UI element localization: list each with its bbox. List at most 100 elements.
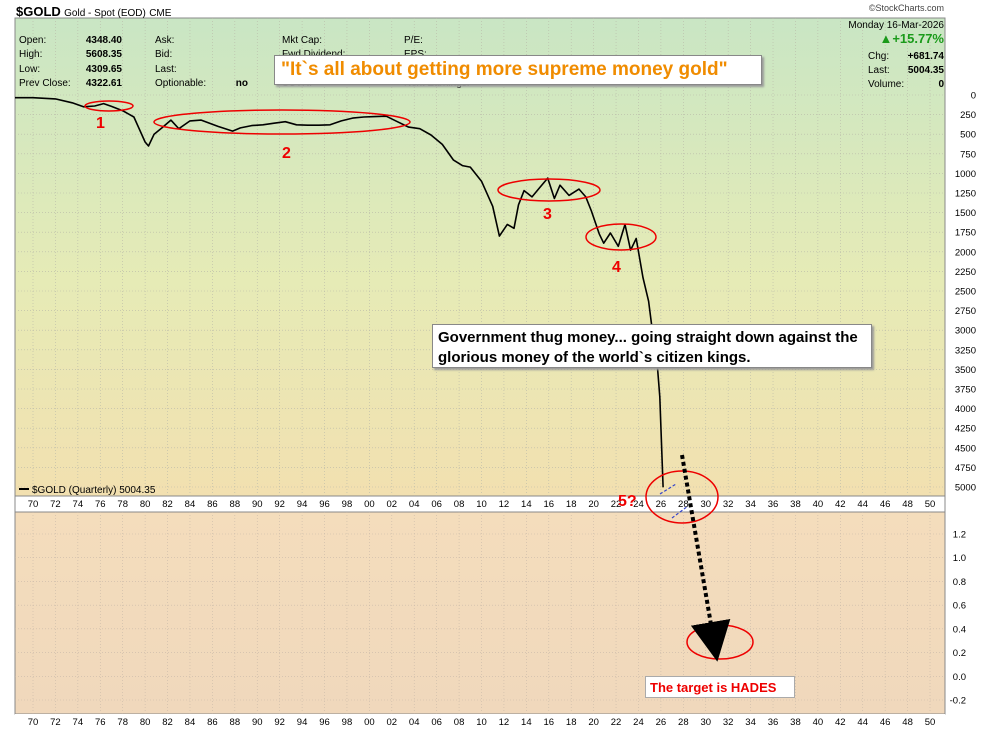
x-tick-label: 20: [588, 499, 599, 510]
y-tick-label: 0: [971, 91, 976, 102]
y-tick-label: 1250: [955, 189, 976, 200]
x-tick-label: 70: [28, 499, 39, 510]
stat-ask-label: Ask:: [155, 35, 175, 46]
y-tick-label: 1750: [955, 228, 976, 239]
x-tick-label: 36: [768, 717, 779, 728]
x-tick-label: 30: [700, 717, 711, 728]
x-tick-label: 82: [162, 717, 173, 728]
x-tick-label: 78: [117, 717, 128, 728]
chg-label: Chg:: [868, 51, 890, 62]
x-tick-label: 72: [50, 717, 61, 728]
up-triangle-icon: ▲: [879, 31, 893, 46]
x-tick-label: 50: [925, 717, 936, 728]
x-tick-label: 14: [521, 499, 532, 510]
x-tick-label: 06: [431, 717, 442, 728]
x-tick-label: 40: [813, 499, 824, 510]
x-tick-label: 86: [207, 717, 218, 728]
bottom-grid: [15, 512, 945, 714]
x-tick-label: 88: [230, 717, 241, 728]
x-tick-label: 00: [364, 717, 375, 728]
y-tick-label: 2500: [955, 287, 976, 298]
channel-line-lower: [671, 505, 689, 519]
x-tick-label: 00: [364, 499, 375, 510]
annotation-ellipse-1: [84, 100, 134, 112]
chg-value: +681.74: [907, 51, 944, 62]
annotation-ellipse-4: [585, 223, 657, 251]
y-tick-label: 4000: [955, 404, 976, 415]
channel-line-upper: [659, 483, 677, 495]
stat-last-label: Last:: [155, 64, 177, 75]
x-tick-label: 02: [387, 717, 398, 728]
y-tick-label: 3750: [955, 385, 976, 396]
chart-title: $GOLD Gold - Spot (EOD) CME: [16, 4, 171, 19]
x-tick-label: 44: [857, 499, 868, 510]
annotation-label-1: 1: [96, 115, 105, 132]
x-tick-label: 38: [790, 717, 801, 728]
x-tick-label: 06: [431, 499, 442, 510]
y-tick-label: 1500: [955, 208, 976, 219]
x-tick-label: 92: [274, 717, 285, 728]
stat-fwddiv-label: Fwd Dividend:: [282, 49, 345, 60]
change-pct: ▲+15.77%: [879, 31, 944, 46]
x-tick-label: 24: [633, 717, 644, 728]
y-tick-label: -0.2: [950, 696, 966, 707]
y-tick-label: 2000: [955, 247, 976, 258]
annotation-ellipse-2: [153, 109, 411, 135]
x-tick-label: 94: [297, 717, 308, 728]
x-tick-label: 08: [454, 717, 465, 728]
x-tick-label: 72: [50, 499, 61, 510]
y-tick-label: 2250: [955, 267, 976, 278]
x-tick-label: 48: [902, 717, 913, 728]
y-tick-label: 3250: [955, 345, 976, 356]
watermark: ©StockCharts.com: [868, 3, 944, 13]
date-label: Monday 16-Mar-2026: [848, 20, 944, 31]
top-y-axis: 0 250 500 750 1000 1250 1500 1750 2000 2250 2500 27…: [955, 91, 976, 494]
x-tick-label: 14: [521, 717, 532, 728]
x-tick-label: 22: [611, 499, 622, 510]
annotation-label-4: 4: [612, 259, 621, 276]
x-tick-label: 76: [95, 499, 106, 510]
y-tick-label: 4750: [955, 463, 976, 474]
x-tick-label: 44: [857, 717, 868, 728]
y-tick-label: 0.2: [953, 648, 966, 659]
y-tick-label: 5000: [955, 483, 976, 494]
x-tick-label: 94: [297, 499, 308, 510]
x-tick-label: 36: [768, 499, 779, 510]
stat-high-label: High:: [19, 49, 43, 60]
x-tick-label: 12: [499, 499, 510, 510]
y-tick-label: 500: [960, 130, 976, 141]
x-tick-label: 80: [140, 717, 151, 728]
x-tick-label: 46: [880, 499, 891, 510]
x-tick-label: 90: [252, 717, 263, 728]
x-tick-label: 96: [319, 499, 330, 510]
y-tick-label: 2750: [955, 306, 976, 317]
x-tick-label: 02: [387, 499, 398, 510]
x-tick-label: 48: [902, 499, 913, 510]
government-money-note: Government thug money... going straight …: [432, 324, 872, 368]
stat-eps-label: EPS:: [404, 49, 427, 60]
x-tick-label: 34: [745, 717, 756, 728]
y-tick-label: 3500: [955, 365, 976, 376]
annotation-ellipse-3: [497, 178, 601, 202]
x-tick-label: 26: [656, 717, 667, 728]
y-tick-label: 1.0: [953, 553, 966, 564]
x-tick-label: 92: [274, 499, 285, 510]
bottom-x-axis: 70 72 74 76 78 80 82 84 86 88 90 92 94 96 98 00 02 04 06 08…: [28, 717, 936, 728]
x-tick-label: 20: [588, 717, 599, 728]
x-tick-label: 88: [230, 499, 241, 510]
y-tick-label: 750: [960, 149, 976, 160]
symbol: $GOLD: [16, 4, 61, 19]
x-tick-label: 28: [678, 499, 689, 510]
x-tick-label: 32: [723, 499, 734, 510]
y-tick-label: 0.6: [953, 601, 966, 612]
y-tick-label: 4500: [955, 443, 976, 454]
annotation-ellipse-5: [645, 470, 719, 524]
x-tick-label: 84: [185, 717, 196, 728]
quote-annotation: "It`s all about getting more supreme mon…: [274, 55, 762, 85]
x-tick-label: 78: [117, 499, 128, 510]
annotation-label-3: 3: [543, 206, 552, 223]
x-tick-label: 30: [700, 499, 711, 510]
x-tick-label: 24: [633, 499, 644, 510]
stat-bid-label: Bid:: [155, 49, 173, 60]
